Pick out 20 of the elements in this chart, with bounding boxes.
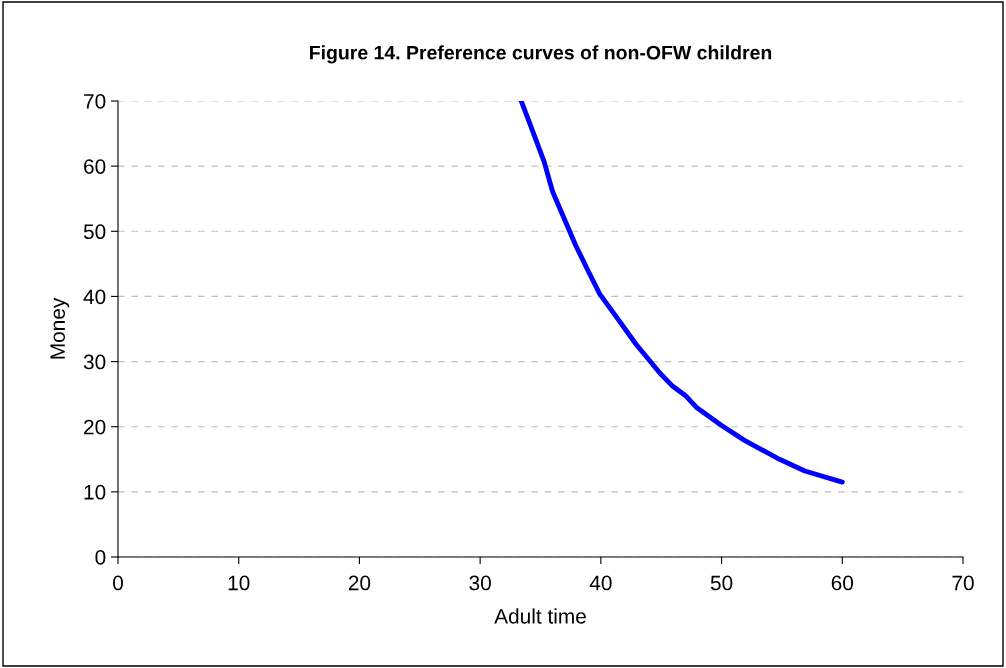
x-tick-label: 70 xyxy=(952,575,974,591)
y-tick-label: 30 xyxy=(83,354,106,370)
y-tick-label: 40 xyxy=(83,289,106,305)
x-tick-label: 40 xyxy=(589,575,612,591)
y-tick-label: 50 xyxy=(83,224,106,240)
x-axis-title: Adult time xyxy=(494,608,586,624)
chart-title: Figure 14. Preference curves of non-OFW children xyxy=(310,45,772,64)
line-series xyxy=(518,101,845,485)
y-tick-label: 10 xyxy=(84,484,106,500)
x-tick-label: 30 xyxy=(469,575,491,591)
x-tick-label: 10 xyxy=(228,575,250,591)
x-tick-label: 50 xyxy=(710,575,733,591)
y-tick-label: 0 xyxy=(95,550,106,565)
y-tick-label: 20 xyxy=(84,419,106,435)
x-tick-label: 60 xyxy=(831,575,854,591)
y-tick-label: 60 xyxy=(84,159,106,174)
x-tick-label: 20 xyxy=(348,575,371,591)
y-tick-label: 70 xyxy=(84,94,106,109)
x-tick-label: 0 xyxy=(113,575,123,591)
y-axis-title: Money xyxy=(50,297,70,359)
